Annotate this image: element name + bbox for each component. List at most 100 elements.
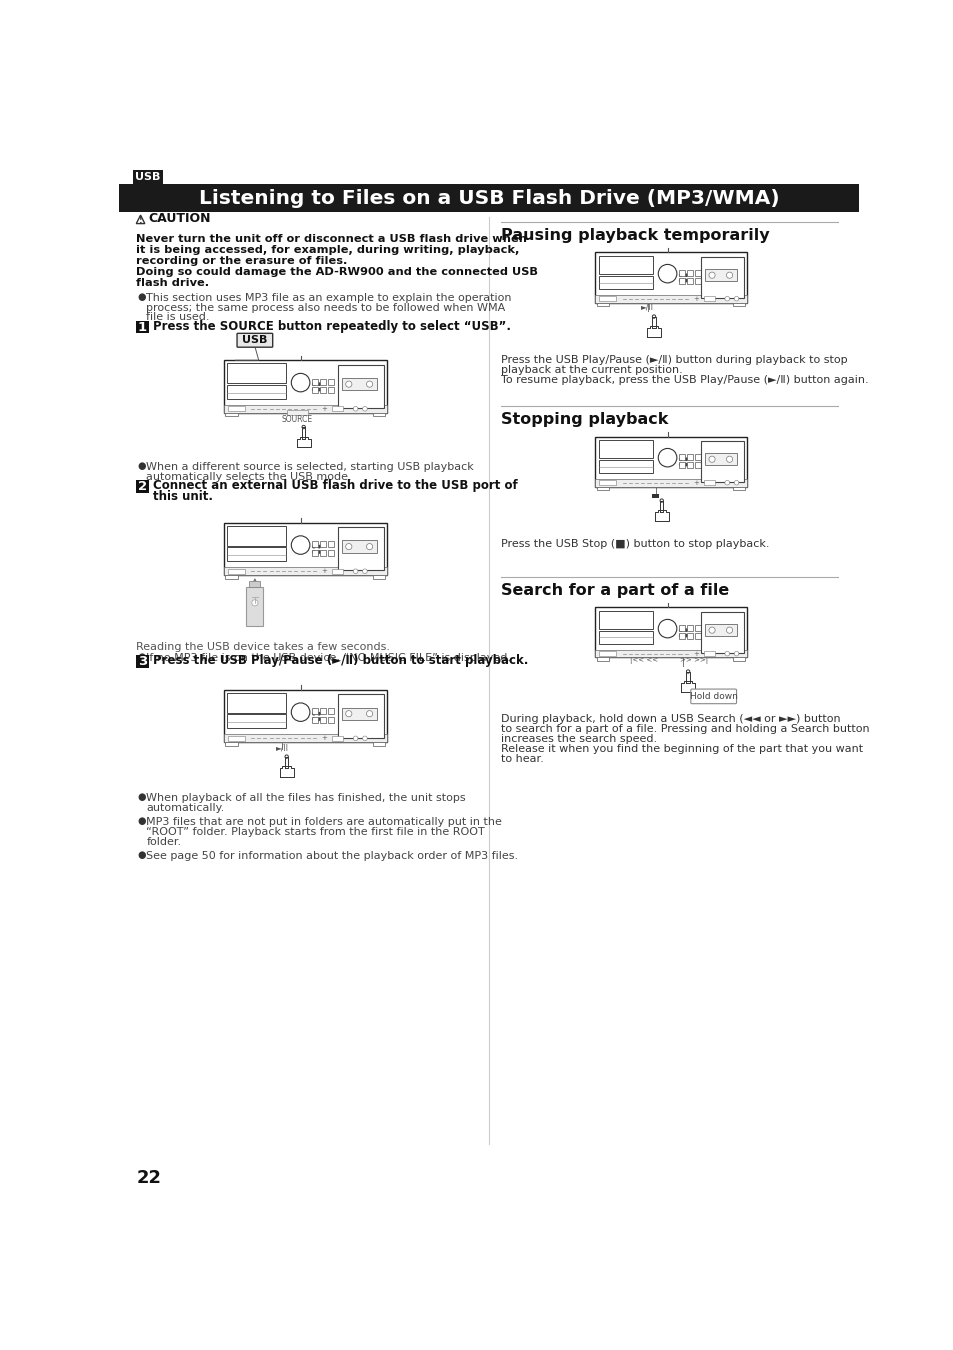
Bar [694,462,700,468]
Bar [312,387,318,393]
Bar [686,625,693,630]
Bar [249,582,260,587]
Text: process; the same process also needs to be followed when WMA: process; the same process also needs to … [146,302,505,313]
Circle shape [708,628,715,633]
Bar [679,462,684,468]
Bar [597,486,609,490]
Polygon shape [654,510,668,521]
Bar [341,540,376,552]
Text: Connect an external USB flash drive to the USB port of: Connect an external USB flash drive to t… [153,479,517,493]
Circle shape [684,458,686,460]
Bar [597,657,609,661]
Text: Press the USB Play/Pause (►/Ⅱ) button to start playback.: Press the USB Play/Pause (►/Ⅱ) button to… [153,655,528,667]
Polygon shape [302,427,305,439]
FancyBboxPatch shape [236,333,273,347]
Circle shape [658,265,676,284]
Bar [225,413,237,417]
Bar [732,302,744,306]
Circle shape [684,463,686,466]
Circle shape [291,374,310,392]
Bar [703,481,714,485]
Bar [228,406,245,412]
Text: to hear.: to hear. [500,755,542,764]
Circle shape [725,456,732,462]
Circle shape [734,651,738,656]
Bar [136,481,149,493]
Text: +: + [321,406,327,412]
Text: +: + [693,651,699,656]
Circle shape [658,448,676,467]
Circle shape [659,500,662,502]
Circle shape [317,383,320,385]
Bar [328,549,334,556]
Bar [686,633,693,640]
Circle shape [317,389,320,390]
Text: folder.: folder. [146,837,181,846]
Circle shape [291,536,310,555]
Bar [246,587,263,626]
Bar [595,649,746,657]
Circle shape [684,629,686,632]
Text: Reading the USB device takes a few seconds.: Reading the USB device takes a few secon… [136,643,390,652]
Circle shape [679,279,681,282]
Text: Never turn the unit off or disconnect a USB flash drive when: Never turn the unit off or disconnect a … [136,235,527,244]
Bar [373,575,385,579]
Text: ●: ● [137,850,146,860]
Bar [704,454,736,466]
Text: >> >>|: >> >>| [679,657,708,664]
Text: To resume playback, press the USB Play/Pause (►/Ⅱ) button again.: To resume playback, press the USB Play/P… [500,374,867,385]
Text: ●: ● [137,792,146,802]
Circle shape [317,713,320,716]
Circle shape [679,274,681,277]
Circle shape [679,458,681,460]
Bar [119,185,858,212]
Text: !: ! [138,216,142,225]
Bar [227,693,286,713]
Bar [136,321,149,333]
Text: ●: ● [137,462,146,471]
Bar [598,651,616,656]
Bar [694,625,700,630]
Circle shape [313,551,314,554]
Circle shape [345,710,352,717]
Bar [686,278,693,285]
Bar [328,709,334,714]
Circle shape [652,315,655,319]
Text: +: + [693,479,699,486]
Text: playback at the current position.: playback at the current position. [500,364,681,374]
FancyBboxPatch shape [690,688,736,703]
Circle shape [345,544,352,549]
Bar [328,379,334,385]
Circle shape [252,599,257,606]
Bar [136,655,149,667]
Bar [341,378,376,390]
Bar [224,690,386,743]
Text: it is being accessed, for example, during writing, playback,: it is being accessed, for example, durin… [136,246,519,255]
Bar [694,454,700,460]
Circle shape [679,629,681,632]
Circle shape [317,718,320,721]
Bar [337,364,383,408]
Text: 1: 1 [138,321,147,333]
Circle shape [684,634,686,637]
Circle shape [302,425,305,429]
Circle shape [317,545,320,548]
Bar [228,568,245,574]
Text: Hold down: Hold down [689,693,737,701]
Text: Stopping playback: Stopping playback [500,412,667,427]
Bar [332,406,343,412]
Circle shape [317,551,320,554]
Text: automatically selects the USB mode.: automatically selects the USB mode. [146,471,352,482]
Text: This section uses MP3 file as an example to explain the operation: This section uses MP3 file as an example… [146,293,512,302]
Bar [312,717,318,724]
Circle shape [313,718,314,721]
Bar [598,460,652,472]
Polygon shape [646,327,660,336]
Bar [679,454,684,460]
Text: +: + [321,568,327,574]
Circle shape [684,274,686,277]
Bar [686,454,693,460]
Polygon shape [659,501,662,513]
Bar [319,379,326,385]
Bar [703,297,714,301]
